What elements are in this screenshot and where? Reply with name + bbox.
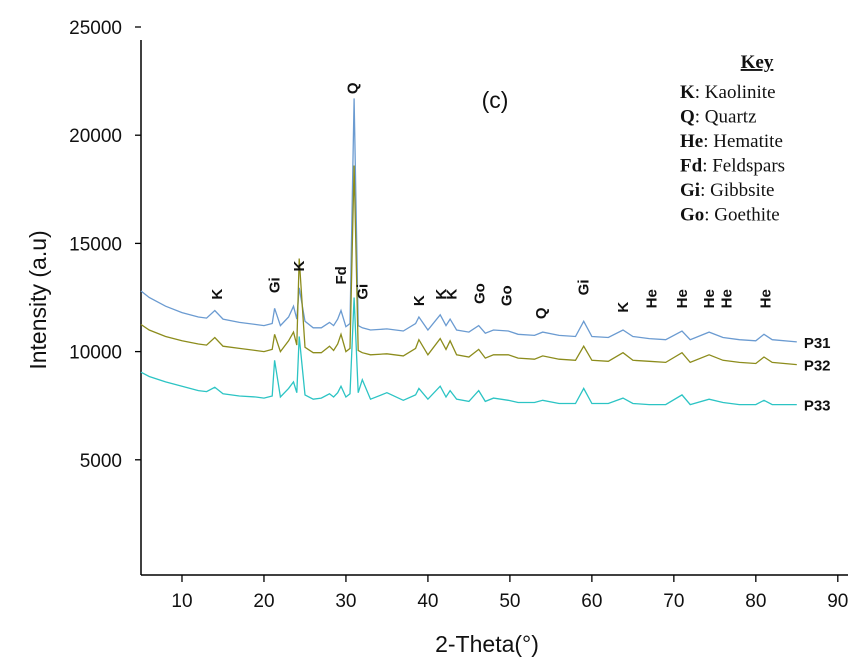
peak-label: He bbox=[644, 289, 661, 308]
peak-label: Q bbox=[345, 82, 362, 94]
series-label: P33 bbox=[804, 398, 831, 415]
series-line bbox=[140, 165, 797, 366]
peak-label: Fd bbox=[333, 266, 350, 284]
peak-label: Q bbox=[533, 307, 550, 319]
y-axis-title: Intensity (a.u) bbox=[25, 230, 51, 369]
peak-label: K bbox=[433, 289, 450, 300]
key-item: K: Kaolinite bbox=[680, 82, 776, 103]
peak-label: K bbox=[615, 302, 632, 313]
x-tick-label: 40 bbox=[417, 591, 438, 612]
key-text: : Feldspars bbox=[702, 156, 785, 177]
key-symbol: Q bbox=[680, 107, 695, 128]
key-symbol: Gi bbox=[680, 180, 700, 201]
key-item: Gi: Gibbsite bbox=[680, 180, 774, 201]
y-tick-label: 15000 bbox=[69, 234, 122, 255]
peak-label: Gi bbox=[267, 277, 284, 293]
peak-label: He bbox=[701, 289, 718, 308]
peak-label: Go bbox=[499, 285, 516, 306]
series-label: P32 bbox=[804, 358, 831, 375]
peak-label: Gi bbox=[576, 279, 593, 295]
peak-label: K bbox=[291, 261, 308, 272]
key-symbol: Go bbox=[680, 205, 704, 226]
x-tick-label: 80 bbox=[745, 591, 766, 612]
x-tick-label: 30 bbox=[335, 591, 356, 612]
peak-label: He bbox=[758, 289, 775, 308]
series-line bbox=[140, 98, 797, 343]
key-symbol: Fd bbox=[680, 156, 703, 177]
x-axis-title: 2-Theta(°) bbox=[435, 631, 539, 657]
peak-label: He bbox=[718, 289, 735, 308]
series-label: P31 bbox=[804, 335, 831, 352]
panel-label: (c) bbox=[482, 87, 509, 113]
peak-label: K bbox=[411, 295, 428, 306]
key-title: Key bbox=[741, 52, 774, 73]
peak-label: K bbox=[209, 289, 226, 300]
key-item: Fd: Feldspars bbox=[680, 156, 785, 177]
peak-label: Go bbox=[472, 283, 489, 304]
key-text: : Gibbsite bbox=[700, 180, 774, 201]
x-tick-label: 10 bbox=[171, 591, 192, 612]
x-tick-label: 60 bbox=[581, 591, 602, 612]
key-text: : Quartz bbox=[695, 107, 757, 128]
peak-label: He bbox=[674, 289, 691, 308]
key-text: : Hematite bbox=[703, 131, 783, 152]
y-tick-label: 5000 bbox=[80, 451, 122, 472]
x-tick-label: 50 bbox=[499, 591, 520, 612]
key-text: : Goethite bbox=[704, 205, 779, 226]
x-tick-label: 90 bbox=[827, 591, 848, 612]
x-tick-label: 70 bbox=[663, 591, 684, 612]
key-item: Q: Quartz bbox=[680, 107, 757, 128]
key-item: Go: Goethite bbox=[680, 205, 780, 226]
peak-label: K bbox=[444, 289, 461, 300]
x-tick-label: 20 bbox=[253, 591, 274, 612]
key-text: : Kaolinite bbox=[695, 82, 776, 103]
key-symbol: K bbox=[680, 82, 695, 103]
series-line bbox=[140, 297, 797, 406]
y-tick-label: 25000 bbox=[69, 18, 122, 39]
key-item: He: Hematite bbox=[680, 131, 783, 152]
peak-label: Gi bbox=[354, 284, 371, 300]
y-tick-label: 10000 bbox=[69, 343, 122, 364]
y-tick-label: 20000 bbox=[69, 126, 122, 147]
key-symbol: He bbox=[680, 131, 703, 152]
